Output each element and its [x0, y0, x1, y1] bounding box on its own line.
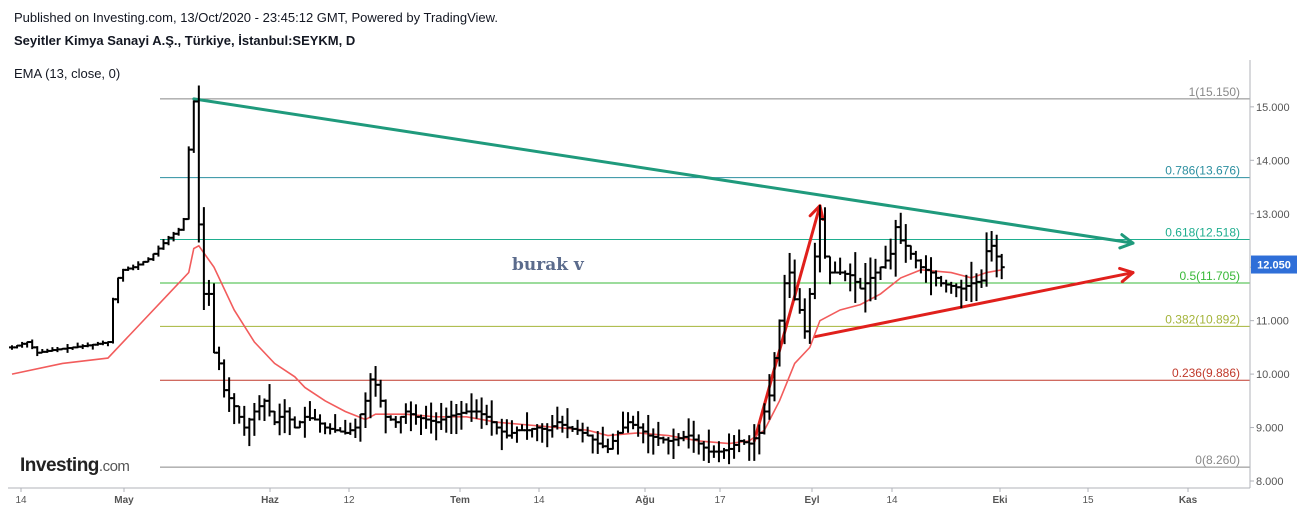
y-tick-label: 9.000 [1256, 423, 1284, 435]
trend-line [192, 97, 1135, 245]
y-tick-label: 11.000 [1256, 316, 1289, 328]
x-tick-label: 17 [714, 495, 726, 506]
trend-arrowhead [1118, 266, 1135, 284]
symbol-title: Seyitler Kimya Sanayi A.Ş., Türkiye, İst… [14, 33, 356, 48]
trend-lines [192, 97, 1135, 443]
chart-labels: burak v 12.050 [512, 255, 1297, 275]
last-price-tag [1251, 255, 1297, 274]
x-tick-label: 12 [343, 495, 355, 506]
fib-level-label: 0.236(9.886) [1172, 366, 1240, 380]
y-tick-label: 13.000 [1256, 209, 1290, 221]
x-tick-label: Eki [992, 495, 1007, 506]
x-tick-label: Kas [1179, 495, 1198, 506]
fib-level-label: 0.5(11.705) [1180, 269, 1241, 283]
axes: 8.0009.00010.00011.00012.00013.00014.000… [8, 60, 1290, 506]
x-tick-label: Tem [450, 495, 470, 506]
x-tick-label: 15 [1082, 495, 1094, 506]
trend-line [752, 204, 822, 443]
y-tick-label: 10.000 [1256, 369, 1290, 381]
y-tick-label: 14.000 [1256, 155, 1290, 167]
chart-annotation: burak v [512, 255, 585, 275]
trend-arrowhead [1118, 233, 1135, 250]
y-tick-label: 8.000 [1256, 476, 1284, 488]
trend-line [813, 271, 1135, 339]
fib-levels: 1(15.150) 0.786(13.676) 0.618(12.518) 0.5(1… [160, 85, 1250, 468]
fib-level-label: 0.618(12.518) [1165, 226, 1240, 240]
x-tick-label: 14 [886, 495, 898, 506]
y-tick-label: 15.000 [1256, 102, 1290, 114]
fib-level-label: 0(8.260) [1195, 453, 1240, 467]
x-tick-label: May [114, 495, 134, 506]
investing-logo: Investing.com [20, 455, 130, 476]
fib-level-label: 1(15.150) [1189, 85, 1240, 99]
published-caption: Published on Investing.com, 13/Oct/2020 … [14, 10, 498, 25]
x-tick-label: Haz [261, 495, 279, 506]
indicator-label: EMA (13, close, 0) [14, 66, 121, 81]
x-tick-label: 14 [533, 495, 545, 506]
x-tick-label: Ağu [635, 495, 654, 506]
price-bars [9, 85, 1005, 465]
fib-level-label: 0.382(10.892) [1165, 312, 1240, 326]
last-price-label: 12.050 [1257, 260, 1291, 272]
x-tick-label: Eyl [804, 495, 819, 506]
fib-level-label: 0.786(13.676) [1165, 164, 1240, 178]
x-tick-label: 14 [15, 495, 27, 506]
